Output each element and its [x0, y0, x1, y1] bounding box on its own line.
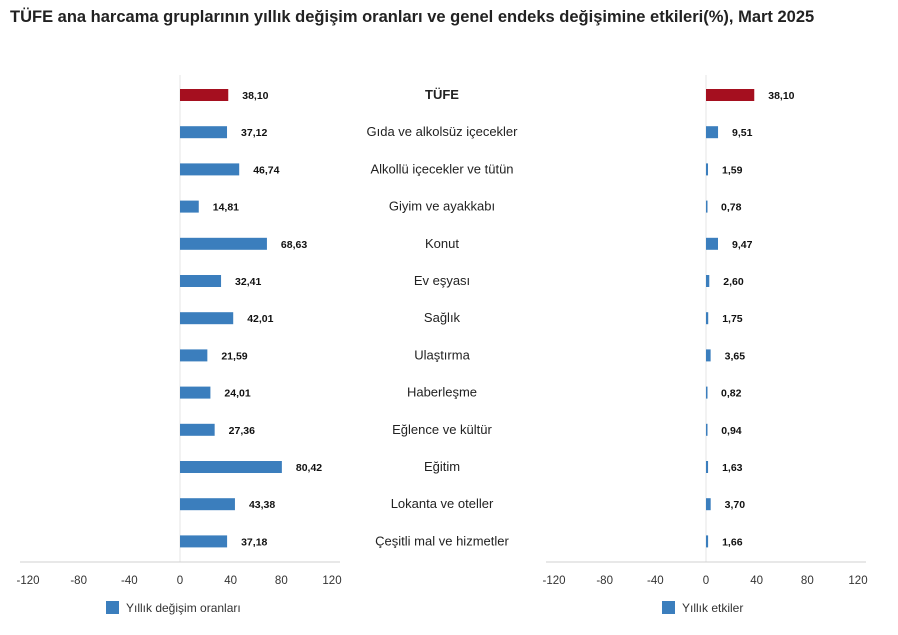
chart1-data-label: 46,74 [253, 164, 279, 176]
chart1-data-label: 32,41 [235, 276, 261, 288]
category-label: Eğlence ve kültür [392, 422, 492, 437]
chart1-legend-label: Yıllık değişim oranları [126, 601, 241, 615]
chart2-bar [706, 498, 711, 511]
chart2-bar [706, 163, 709, 176]
chart2-data-label: 1,59 [722, 164, 743, 176]
chart1-bar [180, 423, 215, 436]
chart2-data-label: 1,66 [722, 536, 743, 548]
chart2-data-label: 9,51 [732, 127, 753, 139]
category-label: Konut [425, 236, 459, 251]
chart2-bar [706, 126, 719, 139]
chart1-data-label: 38,10 [242, 90, 268, 102]
chart1-bar [180, 498, 235, 511]
chart2-bar [706, 461, 709, 473]
chart1-tick-label: -80 [70, 575, 87, 587]
category-label: Gıda ve alkolsüz içecekler [366, 124, 518, 139]
chart1-data-label: 80,42 [296, 462, 322, 474]
chart2-bar [706, 423, 708, 436]
chart2-bar [706, 386, 708, 399]
chart2-data-label: 38,10 [768, 90, 794, 102]
chart2-data-label: 0,78 [721, 202, 742, 214]
chart2-data-label: 3,65 [725, 350, 746, 362]
chart2-bar [706, 275, 710, 287]
chart2-data-label: 9,47 [732, 239, 753, 251]
category-label: Ulaştırma [414, 347, 470, 362]
chart1-bar [180, 89, 229, 101]
chart1-data-label: 21,59 [221, 350, 247, 362]
chart1-data-label: 42,01 [247, 313, 273, 325]
chart1-bar [180, 275, 222, 287]
chart2-bar [706, 349, 711, 362]
category-label: Çeşitli mal ve hizmetler [375, 533, 509, 548]
chart1-data-label: 43,38 [249, 499, 275, 511]
chart1-bar [180, 312, 234, 325]
chart1-data-label: 37,18 [241, 536, 267, 548]
chart1-bar [180, 461, 282, 473]
chart2-tick-label: 0 [703, 575, 709, 587]
chart2-data-label: 0,82 [721, 388, 742, 400]
category-label: Haberleşme [407, 385, 477, 400]
chart1-tick-label: -40 [121, 575, 138, 587]
chart1-legend-swatch [106, 601, 119, 614]
chart1-bar [180, 535, 228, 548]
chart2-legend-swatch [662, 601, 675, 614]
chart1-data-label: 37,12 [241, 127, 267, 139]
chart2-data-label: 0,94 [721, 425, 742, 437]
chart2-tick-label: -120 [542, 575, 565, 587]
chart2-tick-label: -40 [647, 575, 664, 587]
chart2-tick-label: 80 [801, 575, 814, 587]
category-label: Alkollü içecekler ve tütün [370, 161, 513, 176]
chart1-data-label: 68,63 [281, 239, 307, 251]
chart1-data-label: 14,81 [213, 202, 239, 214]
chart2-data-label: 2,60 [723, 276, 744, 288]
category-label: Lokanta ve oteller [391, 496, 494, 511]
chart2-tick-label: 40 [750, 575, 763, 587]
chart1-tick-label: -120 [16, 575, 39, 587]
category-label: Sağlık [424, 310, 461, 325]
chart1-data-label: 27,36 [229, 425, 255, 437]
chart1-bar [180, 237, 267, 250]
category-label: TÜFE [425, 87, 459, 102]
chart1-bar [180, 163, 240, 176]
chart2-legend-label: Yıllık etkiler [682, 601, 743, 615]
chart2-bar [706, 237, 718, 250]
chart-title: TÜFE ana harcama gruplarının yıllık deği… [10, 8, 815, 26]
chart1-tick-label: 80 [275, 575, 288, 587]
category-label: Giyim ve ayakkabı [389, 199, 495, 214]
chart2-bar [706, 200, 708, 213]
chart1-bar [180, 126, 228, 139]
chart1-bar [180, 349, 208, 362]
chart1-data-label: 24,01 [224, 388, 250, 400]
chart1-tick-label: 0 [177, 575, 183, 587]
chart1-bar [180, 200, 199, 213]
category-label: Ev eşyası [414, 273, 470, 288]
chart2-data-label: 1,75 [722, 313, 743, 325]
chart2-bar [706, 312, 709, 325]
chart2-bar [706, 89, 755, 101]
chart2-tick-label: -80 [596, 575, 613, 587]
chart1-bar [180, 386, 211, 399]
chart2-data-label: 3,70 [725, 499, 746, 511]
category-label: Eğitim [424, 459, 460, 474]
chart2-tick-label: 120 [848, 575, 867, 587]
chart1-tick-label: 120 [322, 575, 341, 587]
chart1-tick-label: 40 [224, 575, 237, 587]
chart2-data-label: 1,63 [722, 462, 743, 474]
chart2-bar [706, 535, 709, 548]
